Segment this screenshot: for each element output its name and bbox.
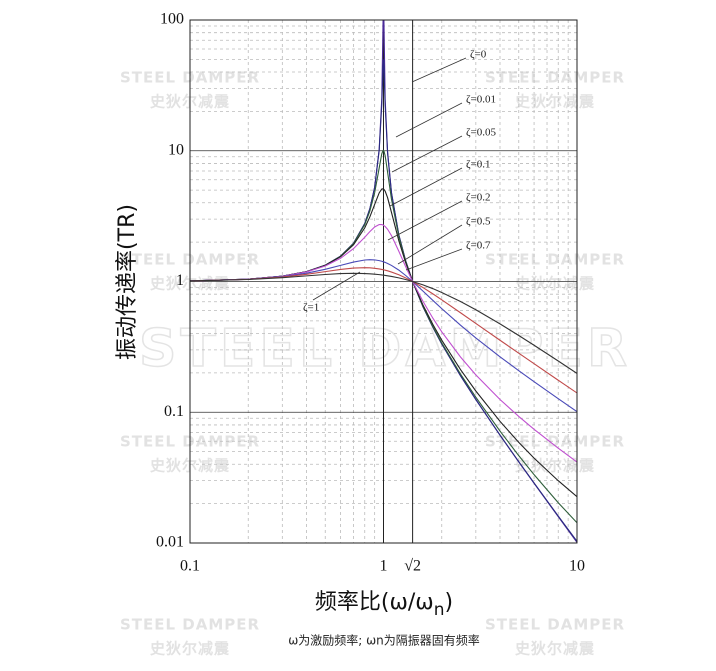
y-tick-label: 0.01 <box>156 534 184 551</box>
watermark-text: STEEL DAMPER <box>139 319 631 379</box>
watermark-text: 史狄尔减震 <box>515 457 595 475</box>
plot-frame <box>189 19 578 544</box>
series-line <box>190 259 577 413</box>
label-leader <box>387 200 463 241</box>
label-leader <box>312 271 361 301</box>
x-axis-label: 频率比(ω/ωn) <box>315 590 453 620</box>
x-tick-label: 10 <box>569 558 585 575</box>
caption: ω为激励频率; ωn为隔振器固有频率 <box>288 633 480 648</box>
y-tick-label: 0.1 <box>164 403 184 420</box>
series-line <box>190 223 577 463</box>
label-leader <box>391 135 463 173</box>
watermark-text: STEEL DAMPER <box>485 616 625 634</box>
series-label: ζ=0.7 <box>466 240 491 252</box>
y-tick-label: 100 <box>160 11 184 28</box>
series-label: ζ=0 <box>470 49 487 61</box>
watermark-text: 史狄尔减震 <box>515 93 595 111</box>
watermark-text: STEEL DAMPER <box>120 616 260 634</box>
series-label: ζ=0.01 <box>466 94 496 106</box>
series-label: ζ=0.05 <box>466 127 497 139</box>
label-leader <box>397 224 463 265</box>
series-label: ζ=1 <box>303 302 319 314</box>
label-leader <box>411 57 467 83</box>
series-labels: ζ=0 ζ=0.01 ζ=0.05 ζ=0.1 ζ=0.2 ζ=0.5 ζ=0.7 ζ=1 <box>303 49 497 314</box>
series-line <box>190 267 577 394</box>
x-axis-label-sub: n <box>434 600 445 620</box>
x-axis-label-close: ) <box>445 590 454 615</box>
label-leader <box>405 248 463 271</box>
series-label: ζ=0.1 <box>466 159 491 171</box>
series-label: ζ=0.5 <box>466 216 491 228</box>
watermark-text: STEEL DAMPER <box>485 433 625 451</box>
x-tick-label: 1 <box>380 558 388 575</box>
series-label: ζ=0.2 <box>466 192 491 204</box>
series-line <box>190 272 577 374</box>
reference-label: √2 <box>404 558 421 575</box>
y-tick-label: 1 <box>176 272 184 289</box>
label-leader <box>395 102 463 138</box>
plot-area <box>190 20 577 543</box>
x-tick-label: 0.1 <box>180 558 200 575</box>
x-axis-label-main: 频率比(ω/ω <box>315 590 434 615</box>
watermark-text: STEEL DAMPER <box>485 69 625 87</box>
watermark-text: 史狄尔减震 <box>515 640 595 658</box>
y-tick-label: 10 <box>168 141 184 158</box>
label-leader <box>389 167 463 207</box>
grid <box>189 19 578 544</box>
watermark-text: 史狄尔减震 <box>150 640 230 658</box>
watermark-text: STEEL DAMPER <box>485 251 625 269</box>
series-line <box>190 188 577 498</box>
y-axis-label: 振动传递率(TR) <box>115 204 140 360</box>
watermark-text: 史狄尔减震 <box>515 275 595 293</box>
